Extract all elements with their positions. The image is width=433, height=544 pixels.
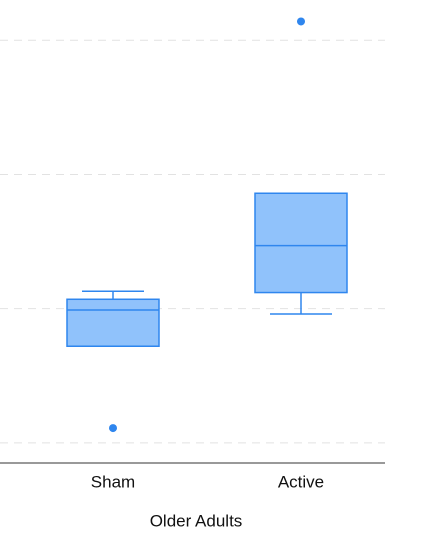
box [66, 298, 160, 347]
outlier [297, 17, 305, 26]
outlier [109, 424, 117, 433]
x-tick-label: Sham [91, 472, 135, 491]
x-tick-label: Active [278, 472, 324, 491]
x-axis-label: Older Adults [150, 511, 243, 530]
box [254, 192, 348, 294]
